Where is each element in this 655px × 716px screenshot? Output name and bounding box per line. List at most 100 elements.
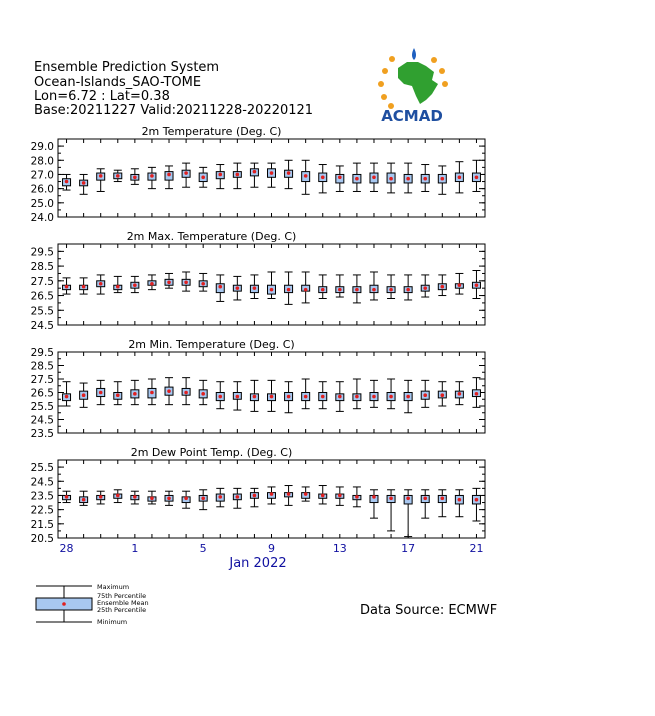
mean-dot <box>184 280 188 285</box>
mean-dot <box>81 497 86 502</box>
box-day-19 <box>369 379 379 408</box>
mean-dot <box>423 496 428 501</box>
mean-dot <box>320 493 325 498</box>
mean-dot <box>167 280 171 285</box>
mean-dot <box>201 281 205 286</box>
mean-dot <box>355 287 359 292</box>
mean-dot <box>150 281 154 286</box>
mean-dot <box>372 175 376 180</box>
box-day-5 <box>130 275 140 294</box>
box-day-3 <box>96 490 106 505</box>
panel-title: 2m Dew Point Temp. (Deg. C) <box>131 446 293 459</box>
panel-2: 2m Max. Temperature (Deg. C) 24.5 25.5 26.5… <box>31 230 486 332</box>
mean-dot <box>133 392 137 396</box>
box-day-24 <box>454 381 464 406</box>
mean-dot <box>167 389 171 393</box>
mean-dot <box>269 287 274 292</box>
y-tick-label: 27.5 <box>31 276 54 288</box>
box-day-15 <box>301 486 311 502</box>
mean-dot <box>406 496 410 501</box>
box-day-10 <box>215 381 225 410</box>
box-day-11 <box>232 275 242 301</box>
mean-dot <box>338 394 342 399</box>
box-day-16 <box>318 164 328 194</box>
box-day-17 <box>335 381 345 412</box>
box-day-7 <box>164 490 174 506</box>
y-tick-label: 20.5 <box>31 533 54 545</box>
box-day-20 <box>386 162 396 194</box>
x-tick-label: 21 <box>469 542 483 555</box>
box-day-23 <box>437 381 447 407</box>
mean-dot <box>115 174 120 178</box>
box-day-1 <box>62 381 72 407</box>
mean-dot <box>235 394 240 399</box>
panel-title: 2m Min. Temperature (Deg. C) <box>128 338 294 351</box>
mean-dot <box>389 394 393 399</box>
x-tick-label: 9 <box>268 542 275 555</box>
mean-dot <box>64 284 69 289</box>
box-day-21 <box>403 162 413 194</box>
box-day-16 <box>318 381 328 410</box>
mean-dot <box>184 390 188 395</box>
box-day-8 <box>181 271 191 292</box>
box-day-17 <box>335 486 345 506</box>
mean-dot <box>252 493 257 498</box>
mean-dot <box>440 176 445 181</box>
mean-dot <box>98 495 103 499</box>
x-axis-month-label: Jan 2022 <box>228 556 286 571</box>
mean-dot <box>406 176 410 181</box>
box-day-20 <box>386 274 396 299</box>
y-tick-label: 25.5 <box>31 401 54 413</box>
mean-dot <box>303 492 308 496</box>
box-day-12 <box>249 274 259 299</box>
x-axis-group: Jan 2022 28 1 5 9 13 17 21 <box>60 542 484 571</box>
x-tick-label: 17 <box>401 542 415 555</box>
box-day-22 <box>420 164 430 192</box>
header-dates: Base:20211227 Valid:20211228-20220121 <box>34 103 314 118</box>
box-day-9 <box>198 489 208 511</box>
mean-dot <box>457 497 462 502</box>
y-tick-label: 24.0 <box>31 212 54 224</box>
logo-text: ACMAD <box>381 107 443 125</box>
mean-dot <box>150 174 154 178</box>
box-day-14 <box>284 381 294 414</box>
mean-dot <box>269 171 274 175</box>
mean-dot <box>389 496 393 501</box>
mean-dot <box>372 287 376 292</box>
box-day-18 <box>352 486 362 508</box>
box-day-22 <box>420 274 430 298</box>
box-day-18 <box>352 378 362 410</box>
box-day-6 <box>147 378 157 406</box>
box-day-10 <box>215 487 225 508</box>
mean-dot <box>235 172 240 177</box>
box-day-8 <box>181 377 191 406</box>
box-day-25 <box>471 377 481 408</box>
box-day-17 <box>335 274 345 298</box>
mean-dot <box>64 495 69 499</box>
box-day-15 <box>301 159 311 195</box>
box-day-12 <box>249 487 259 508</box>
box-day-10 <box>215 164 225 190</box>
mean-dot <box>372 394 376 399</box>
mean-dot <box>474 497 479 502</box>
mean-dot <box>235 286 240 290</box>
mean-dot <box>389 176 393 181</box>
mean-dot <box>98 281 103 286</box>
box-day-1 <box>62 490 72 504</box>
box-day-11 <box>232 381 242 411</box>
mean-dot <box>338 175 342 180</box>
mean-dot <box>355 495 359 499</box>
y-tick-label: 28.5 <box>31 361 54 373</box>
y-tick-label: 25.5 <box>31 305 54 317</box>
mean-dot <box>64 394 69 399</box>
box-day-21 <box>403 489 413 538</box>
box-day-4 <box>113 381 123 406</box>
panel-title: 2m Max. Temperature (Deg. C) <box>127 230 297 243</box>
box-day-21 <box>403 379 413 414</box>
box-day-1 <box>62 173 72 191</box>
box-day-11 <box>232 487 242 509</box>
y-tick-label: 26.5 <box>31 291 54 303</box>
mean-dot <box>115 393 120 398</box>
panel-title: 2m Temperature (Deg. C) <box>142 125 282 138</box>
